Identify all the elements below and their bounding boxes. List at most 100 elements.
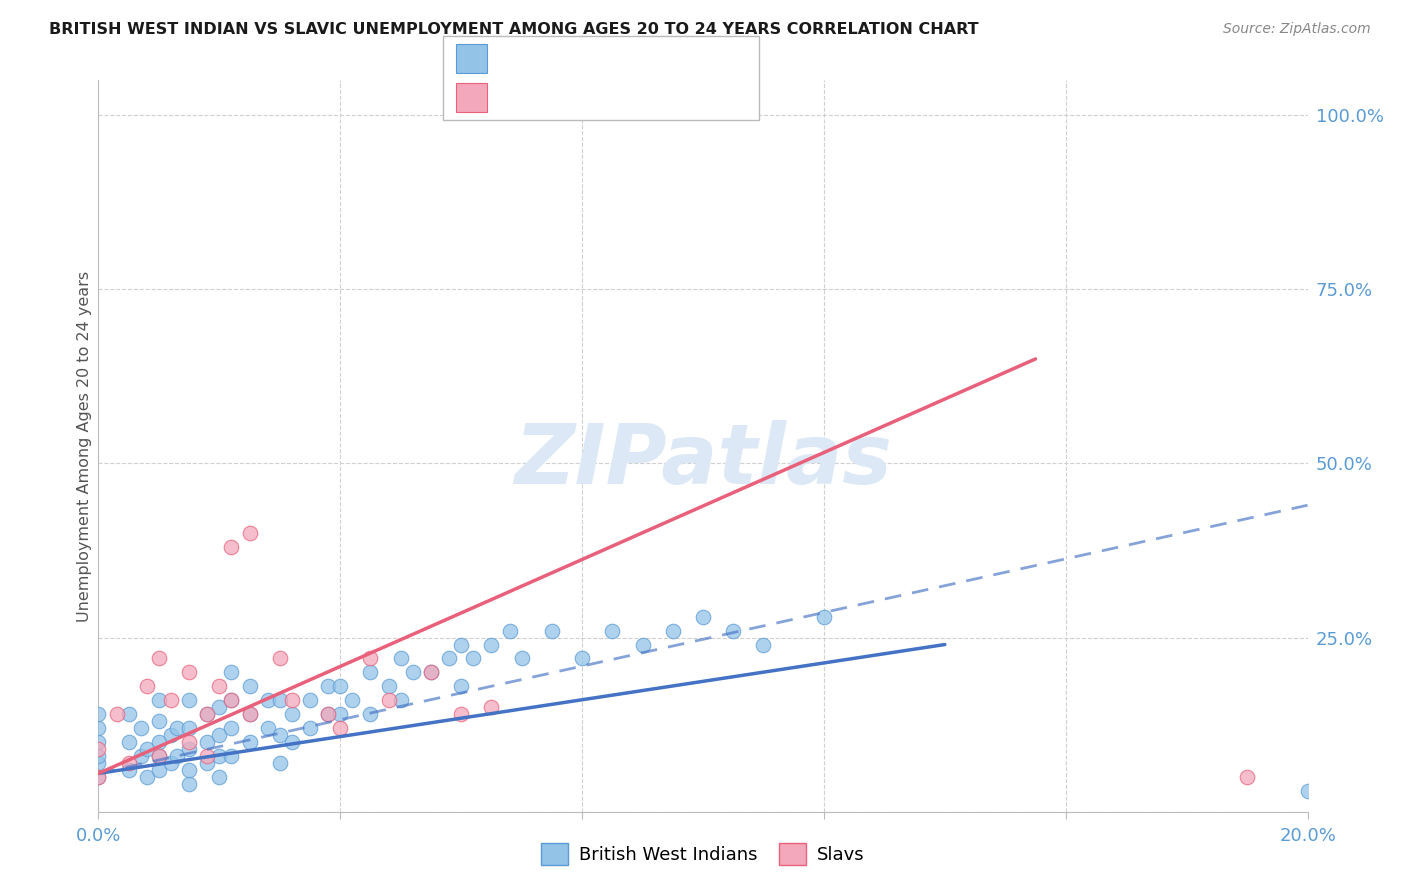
Point (208, 728, 231, 742)
Point (329, 707, 352, 722)
Point (662, 624, 685, 638)
Point (87, 749, 110, 764)
Point (221, 749, 243, 764)
Point (360, 651, 382, 665)
Point (256, 693, 278, 707)
Point (450, 707, 472, 722)
Point (631, 638, 654, 652)
Legend: British West Indians, Slavs: British West Indians, Slavs (534, 836, 872, 872)
Point (160, 728, 183, 742)
Point (281, 693, 304, 707)
Point (1236, 770, 1258, 784)
Point (316, 707, 339, 722)
Point (221, 693, 243, 707)
Text: N =: N = (620, 87, 659, 105)
Point (221, 721, 243, 735)
Point (160, 756, 183, 770)
Point (179, 742, 201, 756)
Text: R =: R = (501, 50, 537, 68)
Point (135, 742, 157, 756)
Point (402, 665, 425, 680)
Bar (456, 83, 486, 112)
Point (360, 707, 382, 722)
Point (87, 770, 110, 784)
Point (450, 679, 472, 693)
Point (468, 101, 491, 115)
Point (195, 749, 218, 764)
Point (389, 651, 412, 665)
Point (179, 721, 201, 735)
Point (498, 624, 520, 638)
Point (166, 749, 188, 764)
Text: BRITISH WEST INDIAN VS SLAVIC UNEMPLOYMENT AMONG AGES 20 TO 24 YEARS CORRELATION: BRITISH WEST INDIAN VS SLAVIC UNEMPLOYME… (49, 22, 979, 37)
Point (723, 624, 745, 638)
Point (299, 721, 322, 735)
Point (195, 735, 218, 749)
Bar (456, 44, 486, 73)
Point (420, 665, 443, 680)
Point (463, 651, 485, 665)
Point (389, 693, 412, 707)
Point (752, 638, 775, 652)
Point (221, 693, 243, 707)
Point (813, 609, 835, 624)
Point (179, 777, 201, 791)
Point (221, 540, 243, 554)
Point (179, 693, 201, 707)
Point (195, 756, 218, 770)
Point (692, 609, 714, 624)
Point (239, 526, 262, 541)
Point (316, 707, 339, 722)
Point (129, 749, 152, 764)
Point (87, 756, 110, 770)
Point (118, 756, 141, 770)
Point (239, 707, 262, 722)
Point (166, 721, 188, 735)
Point (118, 763, 141, 777)
Point (135, 679, 157, 693)
Point (281, 707, 304, 722)
Point (148, 693, 170, 707)
Point (377, 693, 399, 707)
Point (239, 679, 262, 693)
Y-axis label: Unemployment Among Ages 20 to 24 years: Unemployment Among Ages 20 to 24 years (77, 270, 91, 622)
Text: 0.466: 0.466 (547, 87, 602, 105)
Point (540, 624, 562, 638)
Point (316, 679, 339, 693)
Point (420, 665, 443, 680)
Point (148, 749, 170, 764)
Point (148, 749, 170, 764)
Point (195, 707, 218, 722)
Point (450, 638, 472, 652)
Text: ZIPatlas: ZIPatlas (515, 420, 891, 501)
Point (179, 763, 201, 777)
Point (256, 721, 278, 735)
Text: R =: R = (501, 87, 537, 105)
Point (148, 651, 170, 665)
Point (1296, 784, 1319, 798)
Point (239, 735, 262, 749)
Point (602, 624, 624, 638)
Point (160, 693, 183, 707)
Point (179, 735, 201, 749)
Point (269, 693, 291, 707)
Point (208, 679, 231, 693)
Point (269, 756, 291, 770)
FancyBboxPatch shape (443, 36, 759, 120)
Point (571, 651, 593, 665)
Text: Source: ZipAtlas.com: Source: ZipAtlas.com (1223, 22, 1371, 37)
Point (299, 693, 322, 707)
Point (87, 735, 110, 749)
Point (148, 735, 170, 749)
Text: 79: 79 (673, 50, 697, 68)
Text: N =: N = (620, 50, 659, 68)
Point (87, 707, 110, 722)
Point (208, 749, 231, 764)
Point (87, 770, 110, 784)
Point (510, 651, 533, 665)
Text: 27: 27 (673, 87, 697, 105)
Point (118, 707, 141, 722)
Text: 0.264: 0.264 (547, 50, 602, 68)
Point (269, 651, 291, 665)
Point (118, 735, 141, 749)
